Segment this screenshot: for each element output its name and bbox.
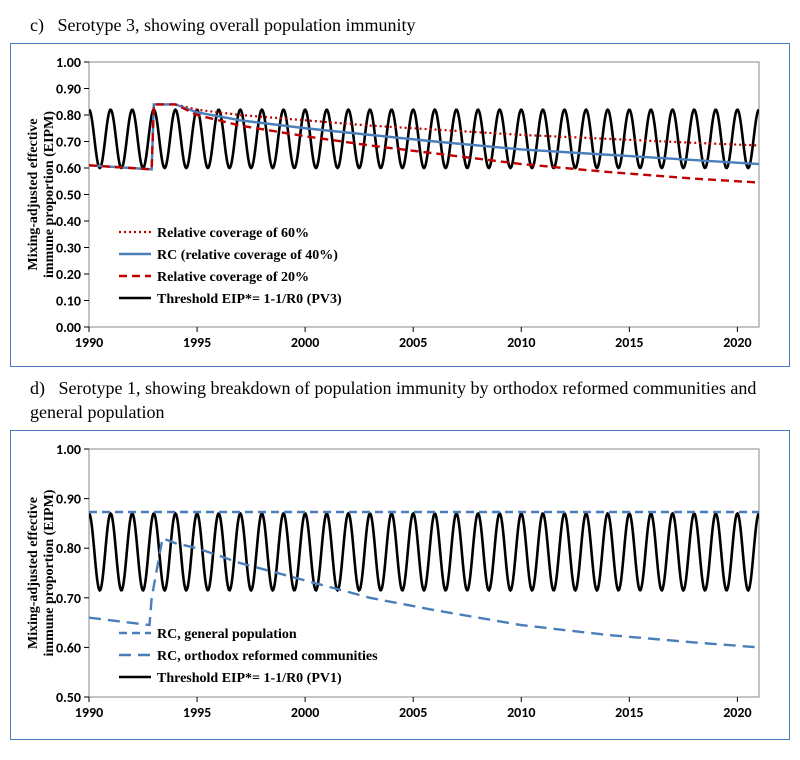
svg-text:1995: 1995 [183, 704, 211, 721]
svg-text:0.30: 0.30 [56, 240, 81, 257]
svg-text:2000: 2000 [291, 334, 319, 351]
svg-text:0.40: 0.40 [56, 213, 81, 230]
svg-text:2020: 2020 [723, 334, 751, 351]
svg-text:2005: 2005 [399, 334, 427, 351]
svg-text:1990: 1990 [75, 704, 103, 721]
svg-text:0.80: 0.80 [56, 540, 81, 557]
chart-d: 0.500.600.700.800.901.001990199520002005… [17, 437, 777, 733]
svg-text:Relative coverage of 20%: Relative coverage of 20% [157, 270, 309, 285]
svg-text:0.90: 0.90 [56, 491, 81, 508]
svg-text:Threshold EIP*= 1-1/R0 (PV1): Threshold EIP*= 1-1/R0 (PV1) [157, 671, 342, 686]
caption-d-prefix: d) [30, 378, 45, 398]
svg-text:2000: 2000 [291, 704, 319, 721]
chart-d-box: 0.500.600.700.800.901.001990199520002005… [10, 430, 790, 740]
svg-text:Relative coverage of 60%: Relative coverage of 60% [157, 226, 309, 241]
svg-text:1.00: 1.00 [56, 441, 81, 458]
svg-text:0.10: 0.10 [56, 293, 81, 310]
svg-text:0.80: 0.80 [56, 107, 81, 124]
svg-text:0.90: 0.90 [56, 81, 81, 98]
caption-c-prefix: c) [30, 15, 44, 35]
chart-c-box: 0.000.100.200.300.400.500.600.700.800.90… [10, 43, 790, 367]
svg-text:0.60: 0.60 [56, 160, 81, 177]
caption-d: d) Serotype 1, showing breakdown of popu… [30, 377, 790, 424]
chart-c: 0.000.100.200.300.400.500.600.700.800.90… [17, 50, 777, 360]
svg-text:RC, orthodox reformed communit: RC, orthodox reformed communities [157, 649, 378, 664]
caption-c-text: Serotype 3, showing overall population i… [57, 15, 415, 35]
svg-text:2005: 2005 [399, 704, 427, 721]
caption-c: c) Serotype 3, showing overall populatio… [30, 14, 790, 37]
svg-text:1.00: 1.00 [56, 54, 81, 71]
svg-text:Mixing-adjusted effective: Mixing-adjusted effective [26, 497, 41, 649]
svg-text:0.70: 0.70 [56, 590, 81, 607]
svg-text:0.20: 0.20 [56, 266, 81, 283]
svg-text:immune proportion (EIPM): immune proportion (EIPM) [42, 489, 57, 656]
svg-text:RC, general population: RC, general population [157, 627, 297, 642]
svg-text:0.50: 0.50 [56, 187, 81, 204]
svg-text:Threshold EIP*= 1-1/R0 (PV3): Threshold EIP*= 1-1/R0 (PV3) [157, 292, 342, 307]
svg-text:0.70: 0.70 [56, 134, 81, 151]
svg-text:1995: 1995 [183, 334, 211, 351]
svg-text:2015: 2015 [615, 334, 643, 351]
caption-d-text: Serotype 1, showing breakdown of populat… [30, 378, 756, 421]
svg-text:1990: 1990 [75, 334, 103, 351]
svg-text:RC (relative coverage of 40%): RC (relative coverage of 40%) [157, 248, 338, 263]
svg-text:2020: 2020 [723, 704, 751, 721]
svg-text:2010: 2010 [507, 334, 535, 351]
svg-text:0.60: 0.60 [56, 640, 81, 657]
svg-text:2010: 2010 [507, 704, 535, 721]
svg-text:immune proportion (EIPM): immune proportion (EIPM) [42, 111, 57, 278]
svg-text:2015: 2015 [615, 704, 643, 721]
svg-text:Mixing-adjusted effective: Mixing-adjusted effective [26, 119, 41, 271]
